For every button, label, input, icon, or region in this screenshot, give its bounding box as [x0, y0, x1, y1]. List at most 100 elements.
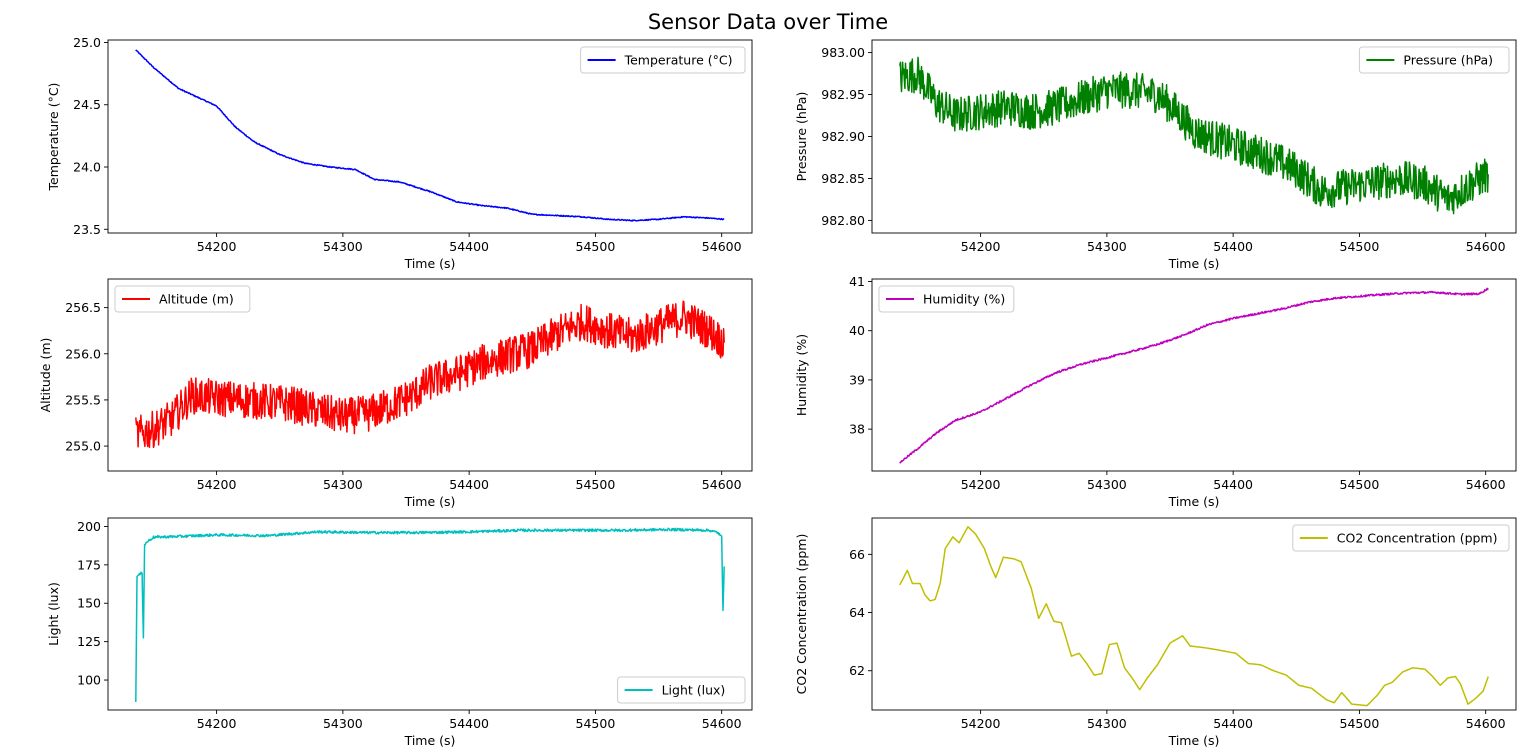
plot-frame-5	[107, 517, 753, 711]
legend-6: CO2 Concentration (ppm)	[1292, 524, 1510, 552]
x-tick-label: 54200	[961, 239, 1001, 254]
y-tick-label: 25.0	[73, 35, 101, 50]
legend-box	[114, 285, 251, 313]
series-line-5-1	[135, 527, 725, 702]
y-axis-label: Temperature (°C)	[46, 83, 61, 192]
y-tick-label: 24.0	[73, 160, 101, 175]
x-tick-label: 54200	[197, 716, 237, 731]
legend-box	[1292, 524, 1510, 552]
x-tick-label: 54600	[702, 239, 742, 254]
figure-title: Sensor Data over Time	[647, 10, 889, 34]
legend-box	[878, 285, 1015, 313]
plot-frame-6	[871, 517, 1517, 711]
y-tick-label: 982.85	[821, 171, 865, 186]
x-tick-label: 54300	[1087, 239, 1127, 254]
y-tick-label: 41	[849, 274, 865, 289]
legend-box	[1358, 46, 1510, 74]
series-line-6-1	[899, 525, 1489, 707]
y-tick-label: 23.5	[73, 222, 101, 237]
x-tick-label: 54300	[323, 716, 363, 731]
x-axis-label: Time (s)	[404, 256, 456, 271]
x-tick-label: 54300	[1087, 716, 1127, 731]
y-tick-label: 982.80	[821, 213, 865, 228]
legend-box	[617, 676, 746, 704]
x-axis-label: Time (s)	[404, 494, 456, 509]
y-tick-label: 256.5	[65, 300, 101, 315]
x-tick-label: 54300	[323, 477, 363, 492]
y-tick-label: 150	[77, 596, 101, 611]
x-tick-label: 54500	[1340, 239, 1380, 254]
legend-label: Light (lux)	[662, 683, 726, 698]
x-tick-label: 54200	[961, 716, 1001, 731]
y-tick-label: 66	[849, 547, 865, 562]
legend-label: Temperature (°C)	[624, 53, 733, 68]
x-tick-label: 54500	[1340, 477, 1380, 492]
y-tick-label: 62	[849, 663, 865, 678]
x-tick-label: 54500	[576, 477, 616, 492]
series-line-2-1	[899, 56, 1489, 215]
y-axis-label: Light (lux)	[46, 582, 61, 646]
y-tick-label: 983.00	[821, 45, 865, 60]
x-tick-label: 54500	[576, 716, 616, 731]
x-tick-label: 54400	[449, 477, 489, 492]
plot-frame-3	[107, 278, 753, 472]
x-axis-label: Time (s)	[1168, 256, 1220, 271]
x-tick-label: 54400	[449, 239, 489, 254]
y-tick-label: 256.0	[65, 346, 101, 361]
legend-4: Humidity (%)	[878, 285, 1015, 313]
subplot-3: 54200 54300 54400 54500 54600 255.0 255.5 256.0…	[38, 278, 753, 509]
y-tick-label: 255.0	[65, 439, 101, 454]
legend-label: CO2 Concentration (ppm)	[1337, 531, 1498, 546]
legend-label: Humidity (%)	[923, 292, 1005, 307]
x-tick-label: 54500	[1340, 716, 1380, 731]
y-tick-label: 255.5	[65, 392, 101, 407]
series-line-4-1	[899, 287, 1489, 464]
y-tick-label: 24.5	[73, 97, 101, 112]
x-tick-label: 54500	[576, 239, 616, 254]
legend-label: Pressure (hPa)	[1403, 53, 1493, 68]
legend-1: Temperature (°C)	[580, 46, 746, 74]
y-axis-label: Humidity (%)	[794, 334, 809, 416]
x-tick-label: 54600	[1466, 239, 1506, 254]
plot-frame-1	[107, 39, 753, 234]
x-tick-label: 54300	[323, 239, 363, 254]
y-tick-label: 200	[77, 519, 101, 534]
plot-frame-4	[871, 278, 1517, 472]
y-tick-label: 38	[849, 422, 865, 437]
y-tick-label: 64	[849, 605, 865, 620]
y-tick-label: 40	[849, 323, 865, 338]
x-tick-label: 54400	[449, 716, 489, 731]
x-axis-label: Time (s)	[1168, 494, 1220, 509]
y-tick-label: 100	[77, 673, 101, 688]
legend-3: Altitude (m)	[114, 285, 251, 313]
x-tick-label: 54600	[702, 716, 742, 731]
legend-5: Light (lux)	[617, 676, 746, 704]
x-tick-label: 54200	[961, 477, 1001, 492]
x-tick-label: 54600	[1466, 716, 1506, 731]
subplot-4: 54200 54300 54400 54500 54600 38 39 40 41 Time (s…	[794, 274, 1517, 509]
legend-label: Altitude (m)	[159, 292, 234, 307]
y-tick-label: 982.95	[821, 87, 865, 102]
subplot-1: 54200 54300 54400 54500 54600 23.5 24.0 24.5 25.…	[46, 35, 753, 271]
x-tick-label: 54400	[1213, 477, 1253, 492]
x-tick-label: 54300	[1087, 477, 1127, 492]
y-tick-label: 982.90	[821, 129, 865, 144]
y-axis-label: Pressure (hPa)	[794, 92, 809, 182]
x-axis-label: Time (s)	[1168, 733, 1220, 748]
y-axis-label: Altitude (m)	[38, 338, 53, 413]
legend-2: Pressure (hPa)	[1358, 46, 1510, 74]
x-axis-label: Time (s)	[404, 733, 456, 748]
x-tick-label: 54600	[1466, 477, 1506, 492]
y-tick-label: 125	[77, 634, 101, 649]
x-tick-label: 54400	[1213, 716, 1253, 731]
y-tick-label: 175	[77, 557, 101, 572]
y-tick-label: 39	[849, 372, 865, 387]
y-axis-label: CO2 Concentration (ppm)	[794, 534, 809, 695]
x-tick-label: 54400	[1213, 239, 1253, 254]
series-line-1-1	[135, 49, 725, 222]
subplot-5: 54200 54300 54400 54500 54600 100 125 150 175 200…	[46, 517, 753, 748]
subplot-2: 54200 54300 54400 54500 54600 982.80 982.85 982…	[794, 39, 1517, 271]
series-line-3-1	[135, 300, 725, 449]
x-tick-label: 54600	[702, 477, 742, 492]
